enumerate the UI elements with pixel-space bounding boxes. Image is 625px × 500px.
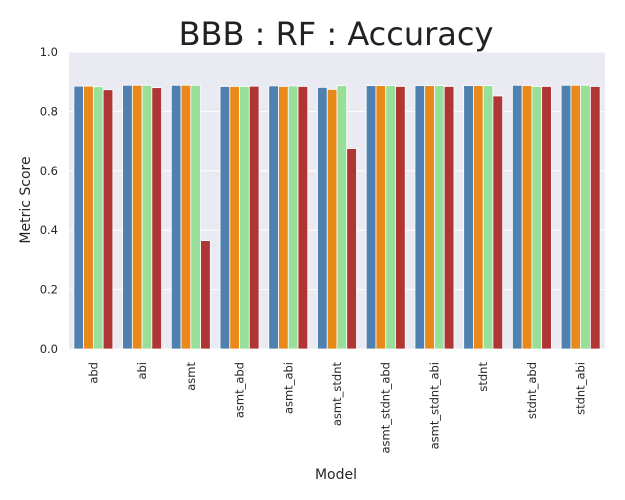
y-axis-label: Metric Score <box>18 156 34 243</box>
bar-asmt_abi-1 <box>278 86 289 350</box>
y-tick-label: 0.0 <box>40 342 58 356</box>
chart-title: BBB : RF : Accuracy <box>179 15 494 53</box>
x-tick-label: asmt_abd <box>233 362 247 418</box>
x-tick-label: stdnt_abd <box>525 362 539 419</box>
bar-abi-1 <box>131 84 143 350</box>
y-tick-label: 0.4 <box>40 223 58 237</box>
bar-abi-2 <box>141 84 153 350</box>
bar-asmt_abi-3 <box>297 86 309 350</box>
bar-abi-3 <box>151 87 162 350</box>
y-tick-label: 0.2 <box>40 283 58 297</box>
y-tick-label: 0.8 <box>40 104 58 118</box>
bar-abd-1 <box>83 85 94 350</box>
bar-stdnt-1 <box>473 85 484 350</box>
bar-asmt_stdnt_abi-3 <box>443 86 455 350</box>
bar-stdnt_abi-0 <box>560 84 572 350</box>
y-tick-labels: 0.0 0.2 0.4 0.6 0.8 1.0 <box>40 45 58 356</box>
bar-asmt_stdnt-0 <box>317 86 328 350</box>
bar-stdnt-2 <box>482 85 494 350</box>
x-tick-label: asmt <box>184 362 198 391</box>
bar-stdnt_abd-3 <box>541 86 552 350</box>
bar-stdnt_abi-1 <box>570 84 582 350</box>
bar-asmt_stdnt_abi-2 <box>434 85 445 350</box>
bar-stdnt_abi-3 <box>589 86 601 350</box>
bar-asmt-3 <box>200 240 211 350</box>
x-tick-label: stdnt <box>476 362 490 392</box>
bar-stdnt-0 <box>463 85 474 350</box>
bar-stdnt_abd-1 <box>521 85 533 350</box>
bar-asmt_stdnt-3 <box>346 148 357 350</box>
x-tick-label: asmt_stdnt_abi <box>427 362 441 449</box>
x-tick-label: abi <box>135 362 149 380</box>
bar-asmt_stdnt_abi-1 <box>424 85 435 350</box>
x-tick-label: asmt_abi <box>281 362 295 414</box>
bar-asmt_abd-0 <box>219 86 231 350</box>
x-tick-label: asmt_stdnt <box>330 362 344 427</box>
bar-asmt_abd-2 <box>239 86 250 350</box>
bar-abd-3 <box>102 89 114 350</box>
y-tick-label: 1.0 <box>40 45 58 59</box>
bar-asmt_stdnt_abd-0 <box>365 85 377 350</box>
bar-asmt-1 <box>180 84 192 350</box>
x-tick-label: stdnt_abi <box>574 362 588 415</box>
y-tick-label: 0.6 <box>40 164 58 178</box>
bar-stdnt-3 <box>492 95 504 350</box>
bar-asmt_abi-2 <box>287 85 299 350</box>
bar-asmt_stdnt_abd-2 <box>385 85 396 350</box>
bar-stdnt_abd-0 <box>512 84 523 350</box>
bar-stdnt_abi-2 <box>580 84 591 350</box>
bar-abd-0 <box>73 85 85 350</box>
bar-asmt_stdnt_abd-3 <box>395 86 406 350</box>
bars <box>73 84 601 350</box>
x-tick-label: asmt_stdnt_abd <box>379 362 393 454</box>
bar-asmt_stdnt_abi-0 <box>414 85 426 350</box>
bar-asmt_stdnt-1 <box>326 89 338 350</box>
bar-asmt_stdnt-2 <box>336 85 348 350</box>
bar-asmt_abi-0 <box>268 85 279 350</box>
bar-asmt_abd-1 <box>229 86 240 350</box>
x-tick-labels: abd abi asmt asmt_abd asmt_abi asmt_stdnt asmt… <box>86 362 587 454</box>
x-axis-label: Model <box>315 467 357 483</box>
bar-asmt_abd-3 <box>248 85 260 350</box>
x-tick-label: abd <box>86 362 100 384</box>
bar-asmt_stdnt_abd-1 <box>375 85 387 350</box>
bar-abi-0 <box>122 84 133 350</box>
bar-asmt-2 <box>190 84 201 350</box>
bar-abd-2 <box>92 86 104 350</box>
bar-asmt-0 <box>170 84 182 350</box>
bar-stdnt_abd-2 <box>531 86 543 350</box>
